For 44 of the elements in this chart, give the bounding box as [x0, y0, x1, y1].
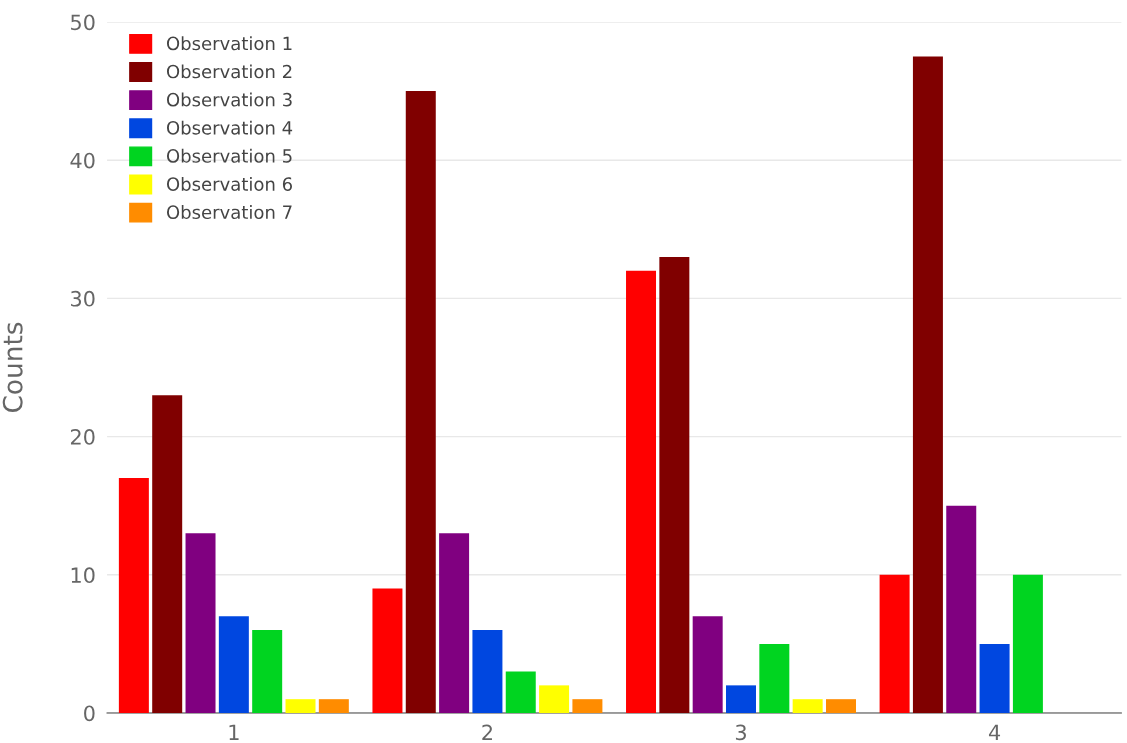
legend-label: Observation 4	[166, 120, 293, 135]
bar	[659, 256, 690, 713]
bar	[285, 699, 316, 713]
y-tick-label: 50	[71, 14, 95, 31]
bar	[759, 643, 790, 713]
legend-label: Observation 1	[166, 36, 292, 51]
x-tick-label: 4	[988, 724, 1001, 740]
x-tick-label: 3	[735, 724, 746, 741]
bar	[218, 616, 249, 713]
legend-label: Observation 5	[166, 148, 292, 163]
bar	[946, 505, 977, 713]
bar	[879, 574, 910, 713]
bar	[405, 91, 436, 713]
bar	[472, 630, 503, 713]
bar	[185, 533, 216, 713]
bar	[118, 478, 149, 713]
bar	[726, 685, 756, 713]
bar	[572, 699, 603, 713]
x-tick-label: 1	[229, 724, 239, 740]
y-tick-label: 10	[71, 567, 95, 584]
bar	[318, 699, 349, 713]
bar	[979, 643, 1010, 713]
bar	[792, 699, 823, 713]
y-axis-title: Counts	[2, 322, 23, 413]
bar	[825, 699, 856, 713]
bar	[1012, 574, 1043, 713]
bar	[692, 616, 723, 713]
bar	[252, 630, 283, 713]
y-tick-label: 20	[70, 429, 95, 445]
bar	[912, 56, 943, 713]
legend-label: Observation 7	[166, 205, 292, 220]
legend-label: Observation 2	[166, 64, 292, 79]
y-tick-label: 30	[71, 290, 95, 307]
bar	[372, 588, 403, 713]
y-tick-label: 40	[70, 152, 95, 169]
bar	[152, 395, 183, 713]
legend-label: Observation 6	[166, 176, 292, 191]
y-tick-label: 0	[84, 705, 95, 722]
x-tick-label: 2	[482, 724, 492, 740]
bar	[505, 671, 536, 713]
bar	[626, 270, 657, 713]
bar	[539, 685, 570, 713]
legend-label: Observation 3	[166, 92, 292, 107]
bar	[439, 533, 470, 713]
